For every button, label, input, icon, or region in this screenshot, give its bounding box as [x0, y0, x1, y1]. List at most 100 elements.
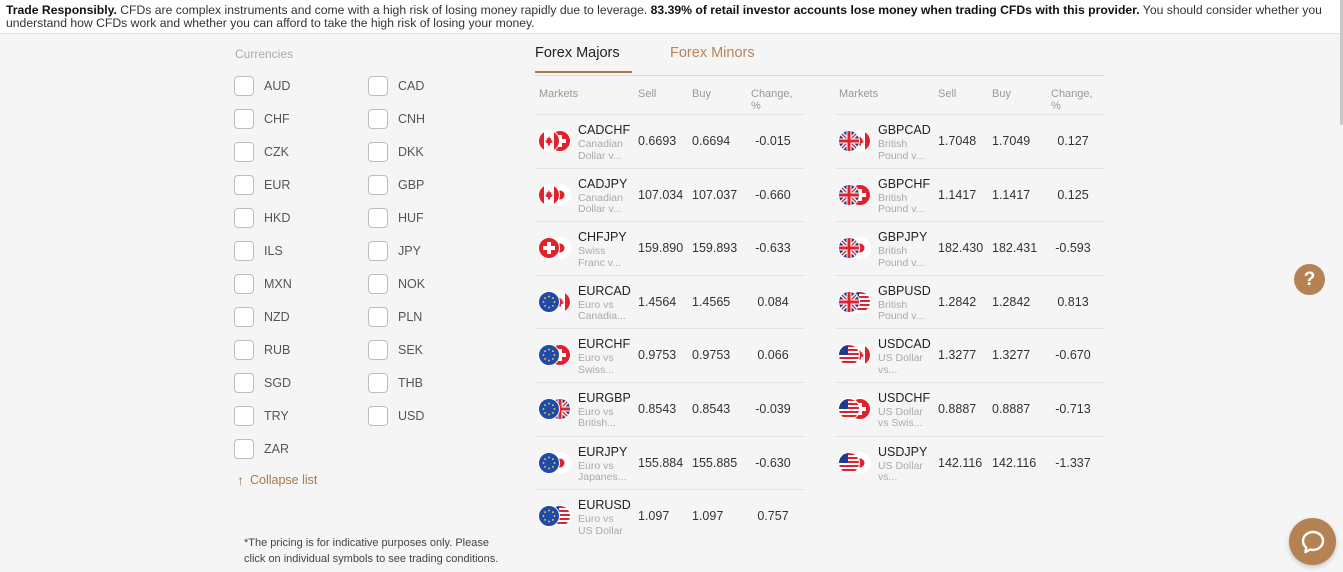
market-symbol: GBPJPY — [878, 230, 928, 245]
currency-option-sek[interactable]: SEK — [368, 339, 438, 361]
sell-price: 0.8887 — [938, 401, 977, 416]
buy-price: 1.4565 — [692, 294, 731, 309]
market-row-cadchf[interactable]: CADCHF Canadian Dollar v... 0.6693 0.6694 -0… — [535, 115, 805, 169]
currency-label: CNH — [398, 112, 426, 126]
market-row-gbpcad[interactable]: GBPCAD British Pound v... 1.7048 1.7049 0.12… — [835, 115, 1105, 169]
checkbox[interactable] — [368, 241, 388, 261]
checkbox[interactable] — [368, 76, 388, 96]
market-row-chfjpy[interactable]: CHFJPY Swiss Franc v... 159.890 159.893 -0.6… — [535, 222, 805, 276]
market-row-eurchf[interactable]: EURCHF Euro vs Swiss... 0.9753 0.9753 0.066 — [535, 329, 805, 383]
market-row-eurusd[interactable]: EURUSD Euro vs US Dollar 1.097 1.097 0.757 — [535, 490, 805, 544]
checkbox[interactable] — [234, 373, 254, 393]
checkbox[interactable] — [368, 142, 388, 162]
currencies-title: Currencies — [235, 47, 294, 61]
currency-option-huf[interactable]: HUF — [368, 207, 438, 229]
sell-price: 1.1417 — [938, 187, 977, 202]
checkbox[interactable] — [234, 439, 254, 459]
checkbox[interactable] — [368, 406, 388, 426]
checkbox[interactable] — [234, 241, 254, 261]
collapse-list-link[interactable]: ↑ Collapse list — [237, 473, 317, 487]
currency-option-dkk[interactable]: DKK — [368, 141, 438, 163]
checkbox[interactable] — [234, 307, 254, 327]
currency-option-mxn[interactable]: MXN — [234, 273, 304, 295]
market-symbol: EURUSD — [578, 498, 631, 513]
currency-option-cad[interactable]: CAD — [368, 75, 438, 97]
buy-price: 107.037 — [692, 187, 738, 202]
buy-price: 159.893 — [692, 241, 738, 256]
currency-option-pln[interactable]: PLN — [368, 306, 438, 328]
change-percent: -0.593 — [1055, 241, 1091, 256]
currency-label: RUB — [264, 343, 291, 357]
change-percent: -0.633 — [755, 241, 791, 256]
currency-option-eur[interactable]: EUR — [234, 174, 304, 196]
checkbox[interactable] — [368, 340, 388, 360]
checkbox[interactable] — [368, 373, 388, 393]
currency-option-nzd[interactable]: NZD — [234, 306, 304, 328]
checkbox[interactable] — [234, 142, 254, 162]
market-row-cadjpy[interactable]: CADJPY Canadian Dollar v... 107.034 107.037… — [535, 169, 805, 223]
currency-option-cnh[interactable]: CNH — [368, 108, 438, 130]
scrollbar[interactable] — [1340, 0, 1343, 125]
market-row-usdchf[interactable]: USDCHF US Dollar vs Swis... 0.8887 0.8887 -0… — [835, 383, 1105, 437]
currency-pair-flags — [838, 451, 872, 476]
currency-option-chf[interactable]: CHF — [234, 108, 304, 130]
currency-label: DKK — [398, 145, 424, 159]
change-percent: -0.660 — [755, 187, 791, 202]
market-row-eurgbp[interactable]: EURGBP Euro vs British... 0.8543 0.8543 -0.0… — [535, 383, 805, 437]
chat-button[interactable] — [1289, 518, 1336, 565]
market-row-eurjpy[interactable]: EURJPY Euro vs Japanes... 155.884 155.885 -0… — [535, 437, 805, 491]
risk-warning-stat: 83.39% of retail investor accounts lose … — [650, 3, 1140, 17]
currency-option-hkd[interactable]: HKD — [234, 207, 304, 229]
checkbox[interactable] — [368, 274, 388, 294]
currency-option-ils[interactable]: ILS — [234, 240, 304, 262]
checkbox[interactable] — [234, 340, 254, 360]
market-row-eurcad[interactable]: EURCAD Euro vs Canadia... 1.4564 1.4565 0.08… — [535, 276, 805, 330]
checkbox[interactable] — [234, 175, 254, 195]
market-row-gbpusd[interactable]: GBPUSD British Pound v... 1.2842 1.2842 0.81… — [835, 276, 1105, 330]
currency-option-rub[interactable]: RUB — [234, 339, 304, 361]
checkbox[interactable] — [368, 307, 388, 327]
tab-forex-minors[interactable]: Forex Minors — [670, 45, 755, 61]
market-row-gbpchf[interactable]: GBPCHF British Pound v... 1.1417 1.1417 0.12… — [835, 169, 1105, 223]
currency-option-usd[interactable]: USD — [368, 405, 438, 427]
market-symbol: CHFJPY — [578, 230, 627, 245]
currency-option-thb[interactable]: THB — [368, 372, 438, 394]
market-symbol: USDCAD — [878, 337, 931, 352]
tab-forex-majors[interactable]: Forex Majors — [535, 45, 632, 73]
currency-pair-flags — [838, 237, 872, 261]
checkbox[interactable] — [234, 76, 254, 96]
checkbox[interactable] — [234, 208, 254, 228]
currency-option-zar[interactable]: ZAR — [234, 438, 304, 460]
buy-price: 1.7049 — [992, 134, 1031, 148]
market-symbol: CADJPY — [578, 176, 628, 191]
market-description: US Dollar vs... — [878, 352, 923, 376]
header-buy: Buy — [992, 88, 1011, 100]
currency-option-aud[interactable]: AUD — [234, 75, 304, 97]
checkbox[interactable] — [234, 406, 254, 426]
checkbox[interactable] — [234, 274, 254, 294]
market-tabs: Forex Majors Forex Minors — [535, 40, 1104, 76]
sell-price: 0.9753 — [638, 348, 677, 363]
market-row-gbpjpy[interactable]: GBPJPY British Pound v... 182.430 182.431 -0… — [835, 222, 1105, 276]
currency-option-czk[interactable]: CZK — [234, 141, 304, 163]
checkbox[interactable] — [368, 208, 388, 228]
header-sell: Sell — [938, 88, 957, 100]
sell-price: 1.7048 — [938, 134, 977, 148]
currency-pair-flags — [838, 344, 872, 368]
currency-option-gbp[interactable]: GBP — [368, 174, 438, 196]
currency-option-nok[interactable]: NOK — [368, 273, 438, 295]
currency-option-jpy[interactable]: JPY — [368, 240, 438, 262]
risk-warning-lead: Trade Responsibly. — [6, 3, 117, 17]
help-button[interactable]: ? — [1294, 264, 1325, 295]
market-description: British Pound v... — [878, 245, 925, 269]
checkbox[interactable] — [368, 109, 388, 129]
currency-option-sgd[interactable]: SGD — [234, 372, 304, 394]
currency-option-try[interactable]: TRY — [234, 405, 304, 427]
market-row-usdjpy[interactable]: USDJPY US Dollar vs... 142.116 142.116 -1.33… — [835, 437, 1105, 491]
market-row-usdcad[interactable]: USDCAD US Dollar vs... 1.3277 1.3277 -0.670 — [835, 329, 1105, 383]
markets-table-right: Markets Sell Buy Change, % GBPCAD British… — [835, 80, 1105, 490]
checkbox[interactable] — [234, 109, 254, 129]
currency-pair-flags — [838, 397, 872, 422]
checkbox[interactable] — [368, 175, 388, 195]
header-markets: Markets — [539, 88, 579, 100]
